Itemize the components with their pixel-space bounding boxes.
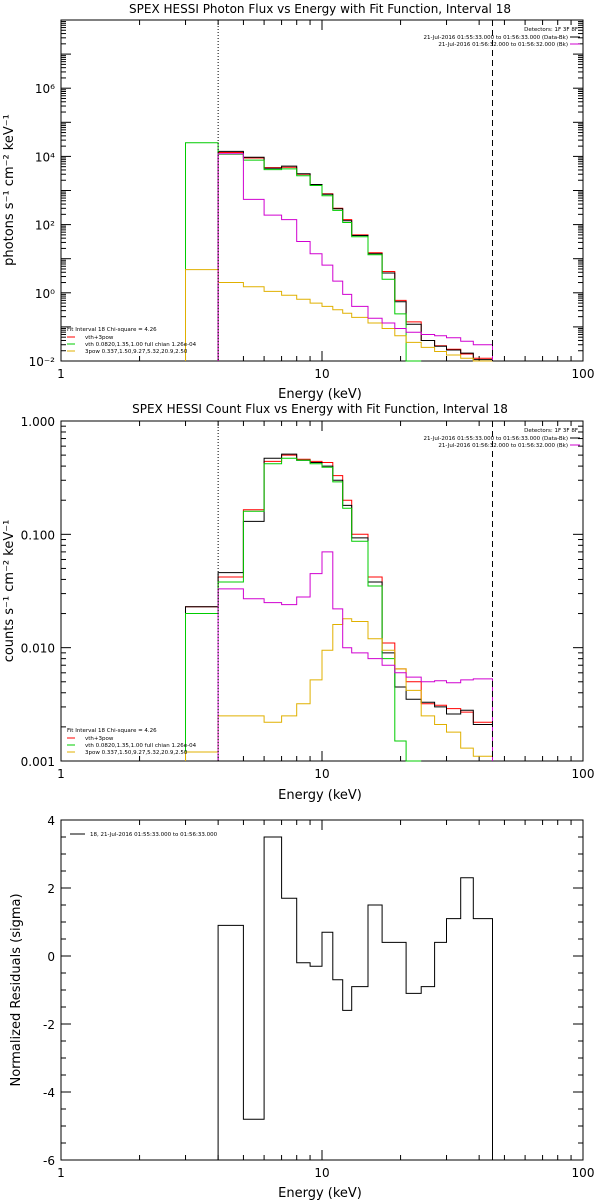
y-tick-label: 10⁻² bbox=[29, 355, 56, 369]
photon-flux-header-bk-interval: 21-Jul-2016 01:56:32.000 to 01:56:32.000… bbox=[438, 42, 568, 48]
count-flux-title: SPEX HESSI Count Flux vs Energy with Fit… bbox=[132, 402, 508, 416]
count-flux-header-data-interval: 21-Jul-2016 01:55:33.000 to 01:56:33.000… bbox=[424, 436, 569, 442]
x-tick-label: 10 bbox=[314, 767, 329, 781]
count-flux-header-detectors: Detectors: 1F 3F 8F bbox=[524, 428, 578, 434]
photon-flux-legend: Fit Interval 18 Chi-square = 4.26 vth+3p… bbox=[67, 327, 197, 355]
legend-fit-interval: Fit Interval 18 Chi-square = 4.26 bbox=[67, 728, 157, 734]
residuals-plot-frame bbox=[60, 819, 584, 1161]
y-tick-label: -4 bbox=[43, 1086, 55, 1100]
residuals-panel: 1 10 100 -6 -4 -2 0 2 4 Energy (keV) Normalized … bbox=[9, 814, 594, 1200]
y-tick-label: -2 bbox=[43, 1018, 55, 1032]
powerlaw-component-step-series bbox=[185, 269, 493, 362]
x-tick-label: 1 bbox=[57, 367, 65, 381]
observed-data-step-series bbox=[217, 150, 493, 361]
residuals-x-axis-label: Energy (keV) bbox=[278, 1186, 362, 1200]
x-tick-label: 100 bbox=[572, 767, 595, 781]
photon-flux-header-data-interval: 21-Jul-2016 01:55:33.000 to 01:56:33.000… bbox=[424, 35, 569, 41]
x-tick-label: 1 bbox=[57, 1166, 65, 1180]
background-step-series bbox=[217, 551, 493, 761]
x-tick-label: 100 bbox=[572, 1166, 595, 1180]
y-tick-label: 10⁴ bbox=[35, 150, 55, 164]
background-step-series bbox=[217, 153, 493, 361]
y-tick-label: 10² bbox=[35, 219, 55, 233]
count-flux-x-axis-label: Energy (keV) bbox=[278, 788, 362, 803]
legend-total-model: vth+3pow bbox=[85, 335, 114, 341]
y-tick-label: 1.000 bbox=[21, 415, 55, 429]
residuals-legend-label: 18, 21-Jul-2016 01:55:33.000 to 01:56:33… bbox=[90, 832, 218, 838]
total-model-step-series bbox=[217, 152, 493, 361]
total-model-step-series bbox=[185, 454, 493, 761]
count-flux-legend: Fit Interval 18 Chi-square = 4.26 vth+3p… bbox=[67, 728, 197, 756]
y-tick-label: 0.100 bbox=[21, 528, 55, 542]
x-tick-label: 10 bbox=[314, 367, 329, 381]
legend-total-model: vth+3pow bbox=[85, 736, 114, 742]
legend-thermal-params: vth 0.0820,1.35,1.00 full chian 1.26e-04 bbox=[85, 342, 197, 348]
x-tick-label: 10 bbox=[314, 1166, 329, 1180]
y-tick-label: 4 bbox=[47, 814, 55, 828]
powerlaw-component-step-series bbox=[185, 618, 493, 761]
photon-flux-panel: SPEX HESSI Photon Flux vs Energy with Fi… bbox=[2, 2, 594, 402]
x-tick-label: 100 bbox=[572, 367, 595, 381]
residuals-y-axis-label: Normalized Residuals (sigma) bbox=[9, 893, 24, 1086]
count-flux-header-bk-interval: 21-Jul-2016 01:56:32.000 to 01:56:32.000… bbox=[438, 443, 568, 449]
count-flux-y-axis-label: counts s⁻¹ cm⁻² keV⁻¹ bbox=[2, 520, 17, 663]
photon-flux-x-axis-label: Energy (keV) bbox=[278, 387, 362, 402]
y-tick-label: 0.010 bbox=[21, 642, 55, 656]
legend-thermal-params: vth 0.0820,1.35,1.00 full chian 1.26e-04 bbox=[85, 743, 197, 749]
photon-flux-y-axis-label: photons s⁻¹ cm⁻² keV⁻¹ bbox=[2, 114, 17, 266]
y-tick-label: -6 bbox=[43, 1154, 55, 1168]
photon-flux-header-detectors: Detectors: 1F 3F 8F bbox=[524, 27, 578, 33]
y-tick-label: 10⁰ bbox=[35, 287, 55, 301]
x-tick-label: 1 bbox=[57, 767, 65, 781]
count-flux-panel: SPEX HESSI Count Flux vs Energy with Fit… bbox=[2, 402, 594, 803]
observed-data-step-series bbox=[185, 453, 493, 761]
y-tick-label: 0 bbox=[47, 950, 55, 964]
legend-fit-interval: Fit Interval 18 Chi-square = 4.26 bbox=[67, 327, 157, 333]
legend-powerlaw-params: 3pow 0.337,1.50,9.27,5.32,20.9,2.50 bbox=[85, 349, 188, 355]
count-flux-plot-frame bbox=[60, 420, 584, 762]
y-tick-label: 0.001 bbox=[21, 755, 55, 769]
y-tick-label: 10⁶ bbox=[35, 82, 55, 96]
photon-flux-title: SPEX HESSI Photon Flux vs Energy with Fi… bbox=[129, 2, 511, 16]
legend-powerlaw-params: 3pow 0.337,1.50,9.27,5.32,20.9,2.50 bbox=[85, 750, 188, 756]
residuals-step-series bbox=[217, 836, 493, 1160]
y-tick-label: 2 bbox=[47, 882, 55, 896]
